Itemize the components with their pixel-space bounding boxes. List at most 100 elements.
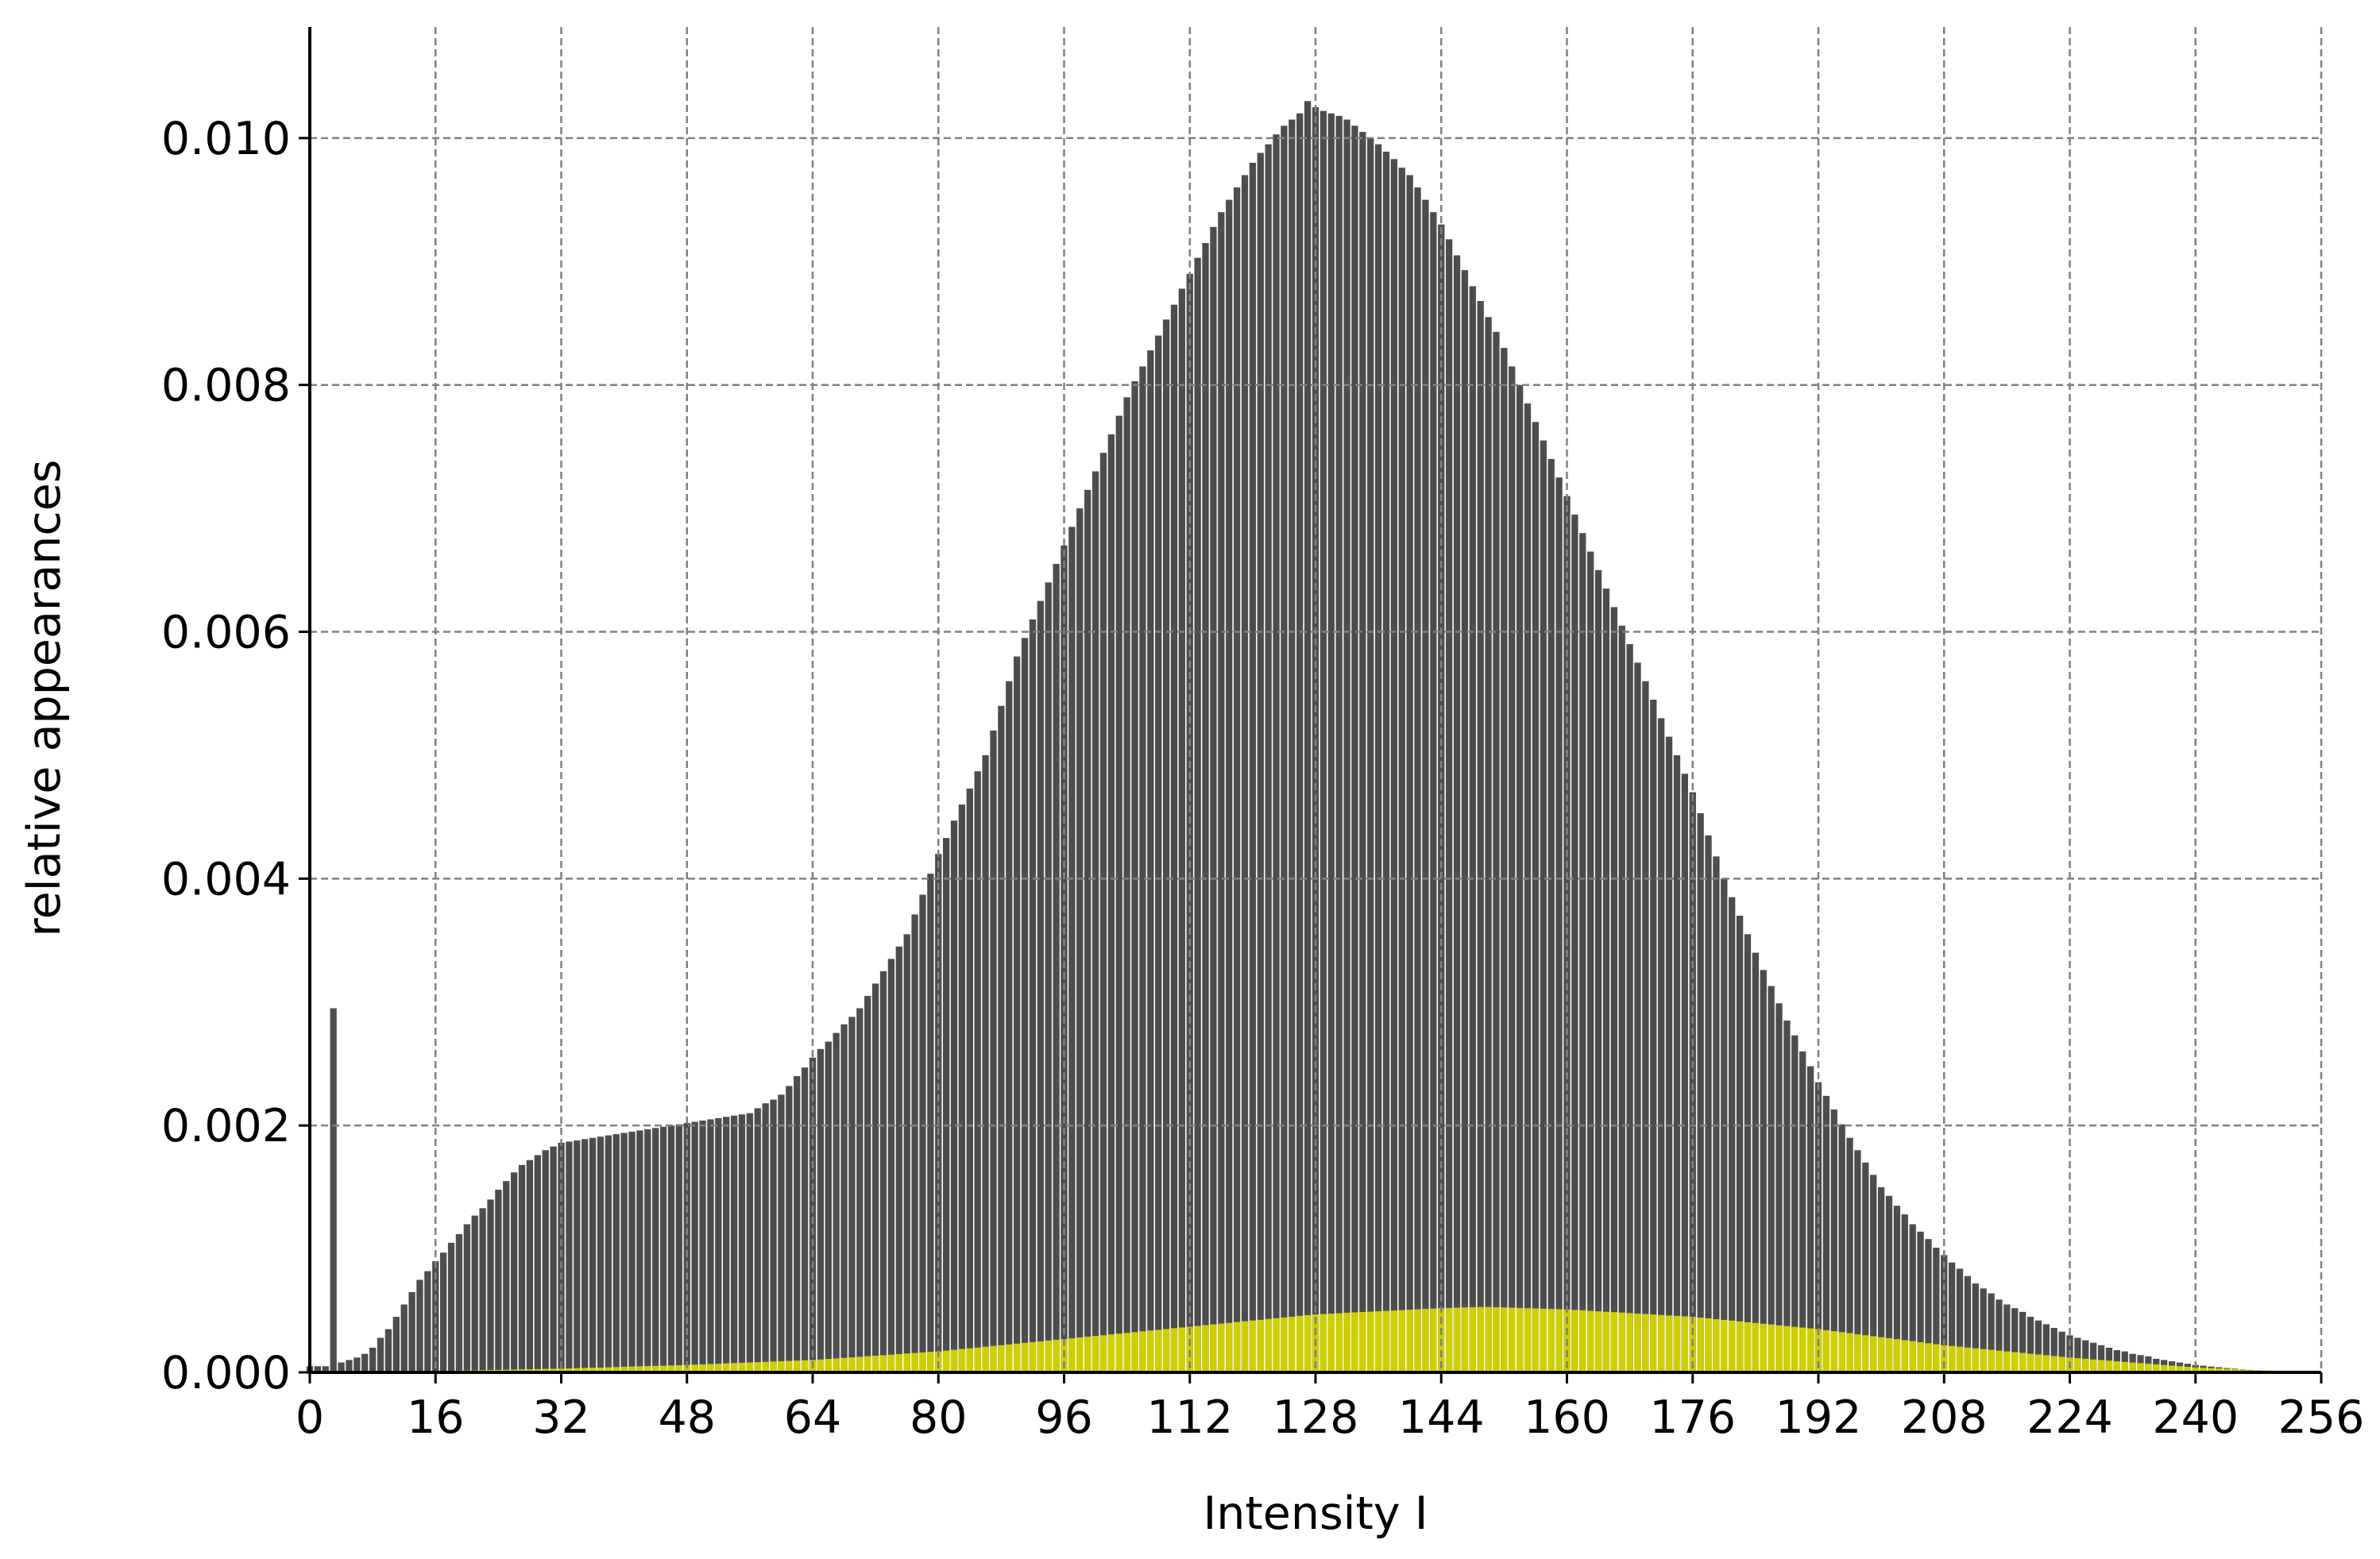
- bar: [1877, 1337, 1885, 1372]
- bar: [1131, 1332, 1138, 1372]
- bar: [2208, 1368, 2215, 1372]
- bar: [455, 1233, 463, 1372]
- x-tick-label: 32: [532, 1391, 590, 1444]
- bar: [848, 1357, 856, 1372]
- bar: [707, 1364, 714, 1372]
- bar: [1210, 226, 1217, 1372]
- bar: [1988, 1349, 1995, 1372]
- bar: [1139, 1331, 1146, 1372]
- bar: [1524, 403, 1532, 1373]
- bar: [1579, 533, 1586, 1373]
- bar: [338, 1362, 345, 1372]
- bar: [1665, 1315, 1673, 1372]
- bar: [833, 1358, 840, 1372]
- bar: [2034, 1320, 2042, 1372]
- bar: [1830, 1331, 1837, 1372]
- bar: [2105, 1360, 2113, 1372]
- bar: [322, 1366, 329, 1372]
- bar: [1909, 1224, 1916, 1372]
- bar: [2003, 1304, 2011, 1372]
- bar: [895, 1353, 902, 1372]
- bar: [691, 1364, 698, 1372]
- bar: [1501, 1307, 1508, 1372]
- bar: [1257, 1319, 1264, 1372]
- bar: [1540, 1308, 1547, 1372]
- bar: [2090, 1359, 2097, 1372]
- x-tick-label: 160: [1524, 1391, 1610, 1444]
- bar: [1775, 1003, 1783, 1372]
- bar: [809, 1057, 817, 1372]
- bar: [1799, 1327, 1806, 1372]
- bar: [1374, 144, 1382, 1372]
- bar: [1414, 187, 1421, 1372]
- bar: [1846, 1333, 1853, 1372]
- bar: [715, 1364, 722, 1372]
- bar: [534, 1368, 541, 1372]
- bar: [1602, 1311, 1610, 1372]
- bar: [511, 1172, 518, 1372]
- bar: [2192, 1367, 2199, 1372]
- bar: [1359, 1312, 1366, 1372]
- bar: [982, 754, 989, 1372]
- bar: [581, 1368, 589, 1372]
- bar: [1319, 1314, 1327, 1372]
- bar: [1571, 1310, 1578, 1372]
- bar: [424, 1271, 431, 1372]
- bar: [1037, 600, 1044, 1372]
- bar: [1618, 1312, 1625, 1372]
- bar: [1445, 239, 1453, 1373]
- bar: [856, 1356, 864, 1372]
- bar: [2097, 1360, 2105, 1372]
- bar: [1029, 619, 1037, 1372]
- bar: [786, 1086, 793, 1372]
- bar: [707, 1119, 714, 1372]
- bar: [1485, 317, 1492, 1372]
- bar: [1729, 1320, 1736, 1372]
- bar: [1806, 1066, 1814, 1372]
- bar: [1053, 564, 1060, 1372]
- bar: [1571, 514, 1578, 1372]
- bar: [1218, 212, 1225, 1372]
- bar: [2176, 1366, 2184, 1372]
- bar: [1948, 1262, 1956, 1372]
- bar: [1996, 1350, 2003, 1372]
- bar: [1107, 1334, 1115, 1372]
- bar: [1327, 113, 1335, 1373]
- bar: [487, 1199, 494, 1372]
- bar: [377, 1337, 384, 1372]
- bar: [542, 1150, 549, 1372]
- bar: [998, 705, 1005, 1372]
- bar: [1689, 792, 1696, 1372]
- bar: [1147, 350, 1154, 1372]
- bar: [574, 1368, 581, 1372]
- bar: [1752, 952, 1760, 1372]
- bar: [1061, 545, 1068, 1373]
- bar: [738, 1114, 746, 1372]
- bar: [1006, 681, 1013, 1372]
- y-axis-label: relative appearances: [18, 459, 71, 936]
- bar: [966, 788, 973, 1372]
- bar: [1359, 132, 1366, 1372]
- bar: [1351, 1312, 1358, 1372]
- bar: [1265, 144, 1272, 1372]
- bar: [2137, 1363, 2144, 1372]
- bar: [447, 1242, 455, 1372]
- bar: [1014, 1343, 1021, 1372]
- bar: [1194, 1326, 1201, 1372]
- bar: [2026, 1353, 2034, 1372]
- bar: [605, 1135, 612, 1372]
- bar: [1406, 175, 1413, 1373]
- bar: [1335, 115, 1343, 1373]
- bar: [1893, 1339, 1901, 1372]
- bar: [1461, 270, 1469, 1372]
- bar: [778, 1361, 785, 1372]
- bar: [1115, 1333, 1122, 1372]
- bar: [715, 1117, 722, 1372]
- bar: [1249, 162, 1257, 1373]
- bar: [1870, 1175, 1877, 1372]
- bar: [1846, 1137, 1853, 1372]
- x-tick-label: 128: [1273, 1391, 1359, 1444]
- bar: [887, 959, 895, 1372]
- bar: [950, 1349, 958, 1372]
- bar: [612, 1134, 620, 1372]
